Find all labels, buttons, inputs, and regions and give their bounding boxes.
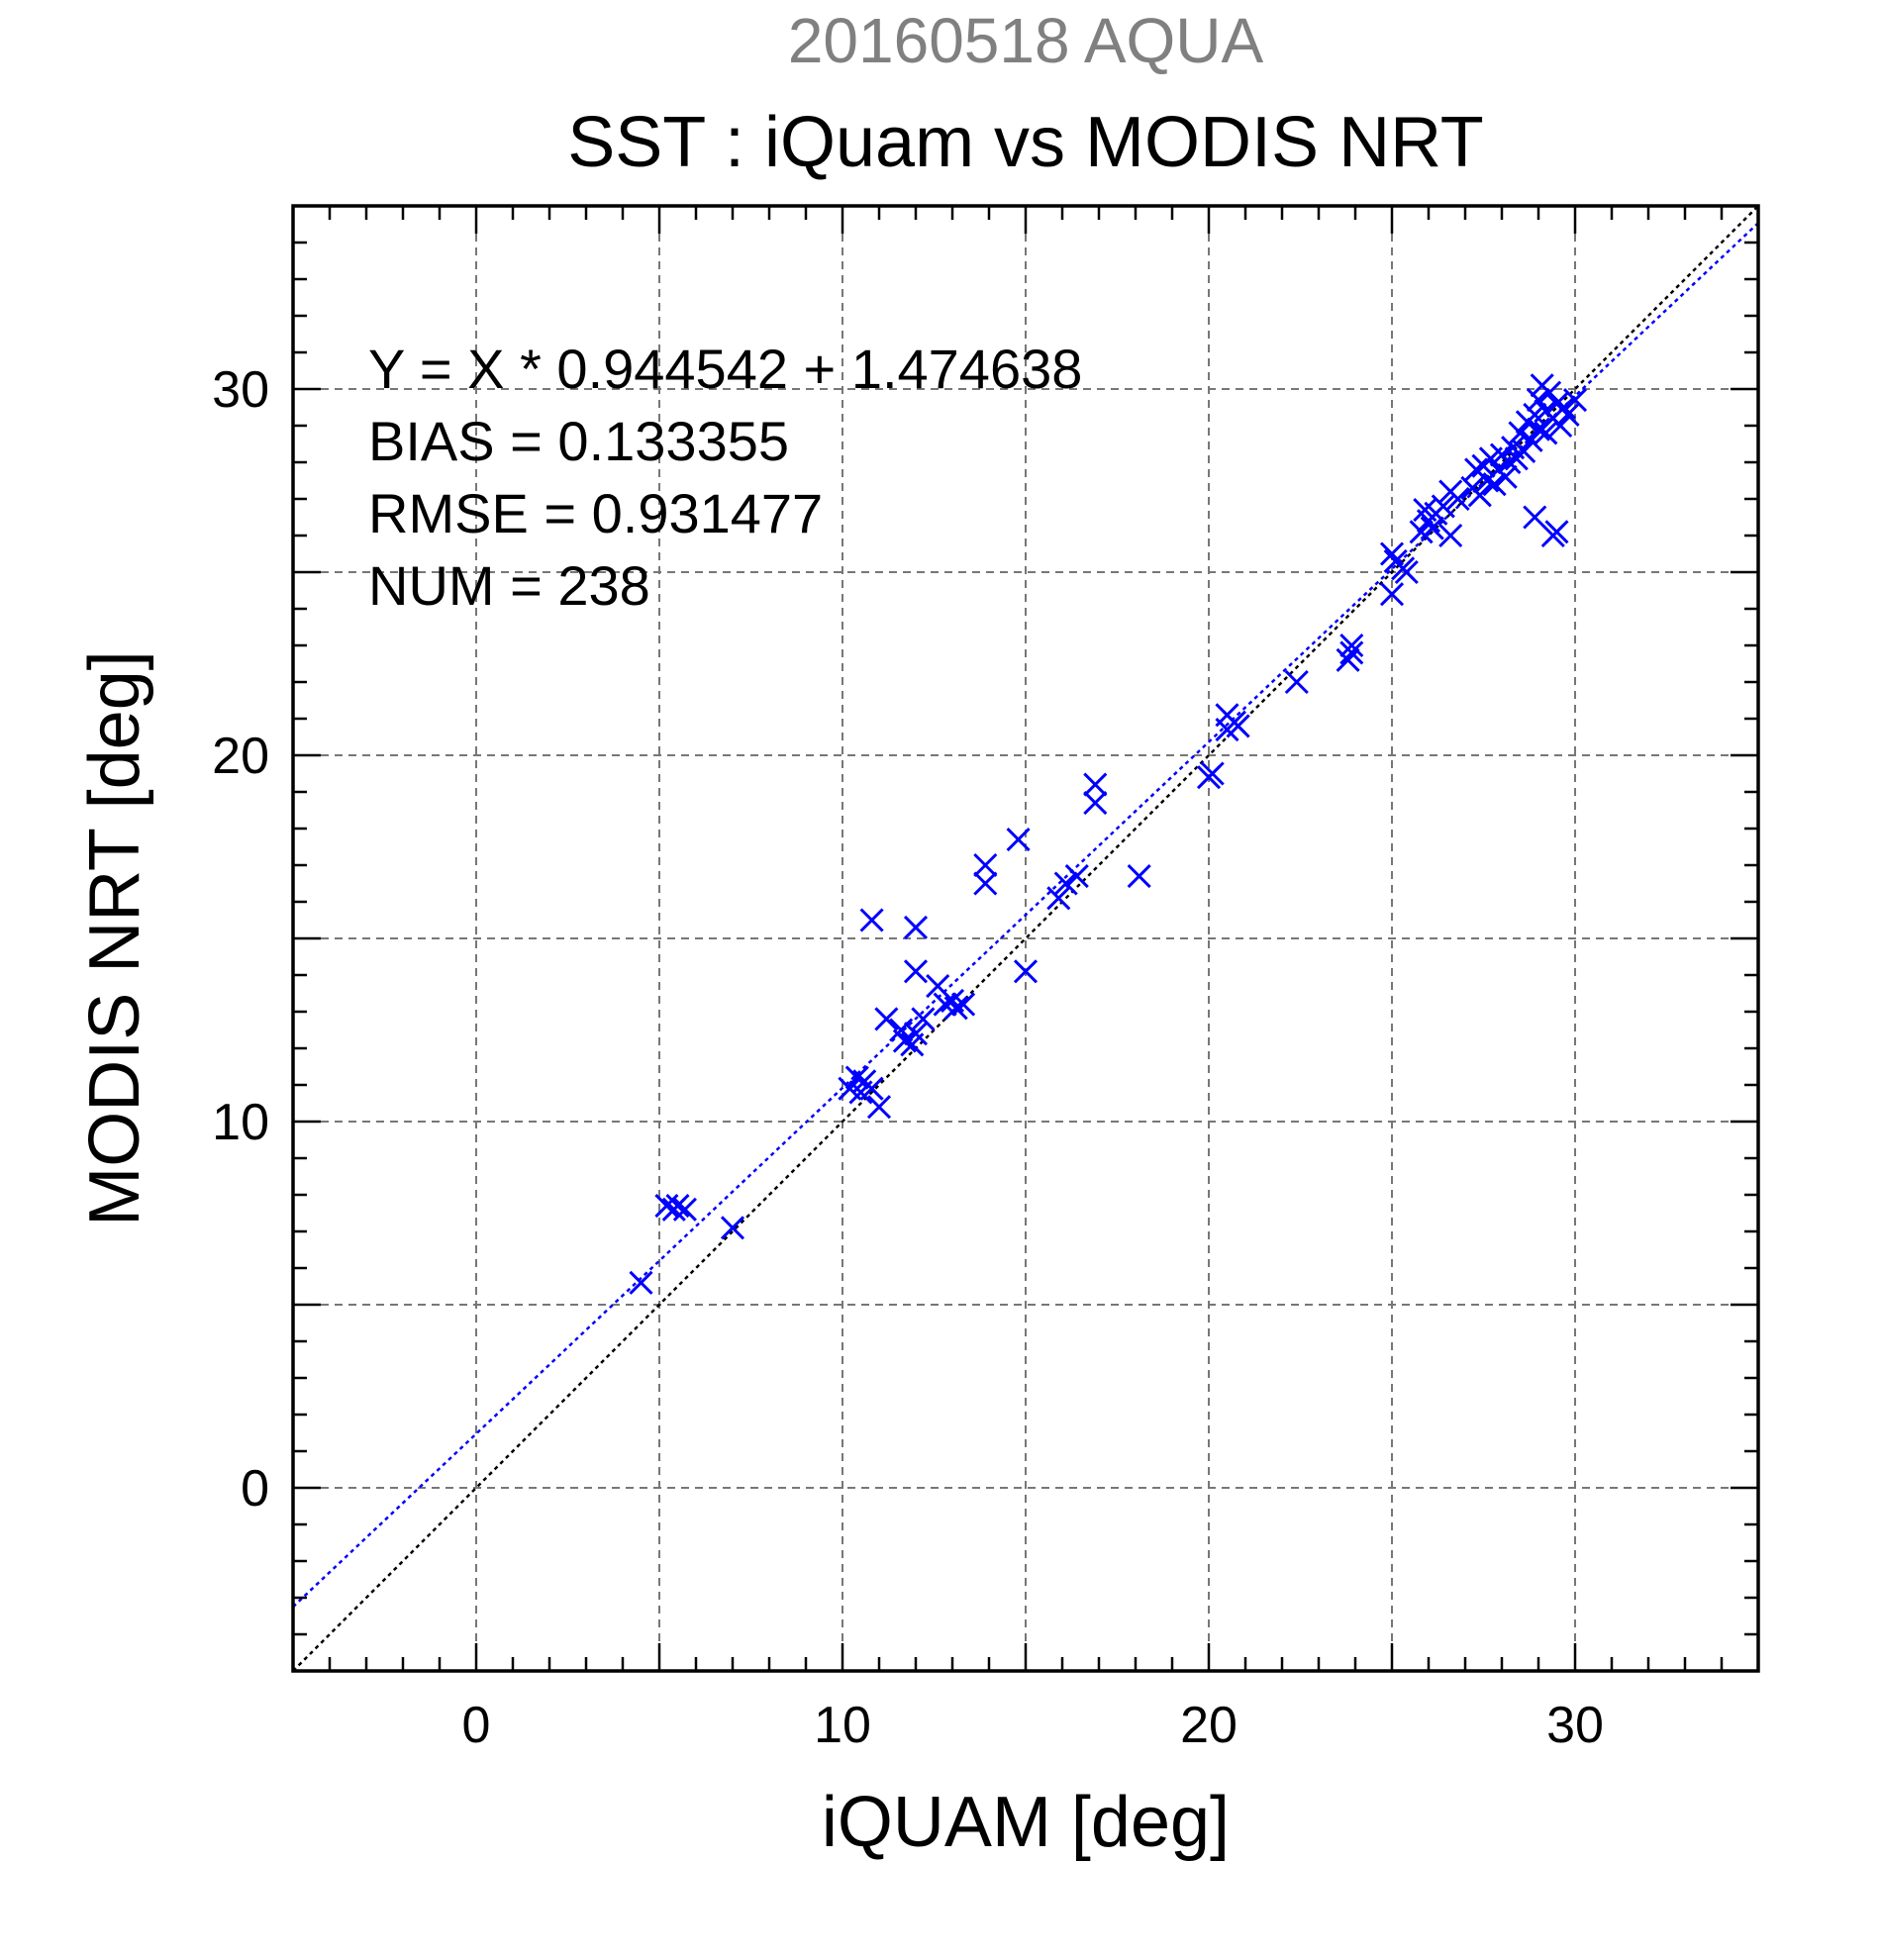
- data-point: [903, 1022, 929, 1046]
- chart-suptitle: 20160518 AQUA: [788, 5, 1264, 76]
- x-tick-label: 20: [1180, 1697, 1238, 1754]
- tick-labels: 0 0 10 10 20 20 30 30: [212, 361, 1604, 1754]
- data-point: [1508, 421, 1533, 445]
- data-point: [903, 959, 929, 984]
- x-tick-label: 10: [814, 1697, 871, 1754]
- stat-line: Y = X * 0.944542 + 1.474638: [368, 338, 1082, 400]
- data-point: [1200, 761, 1225, 786]
- data-point: [1555, 402, 1580, 427]
- data-point: [951, 992, 976, 1017]
- data-point: [973, 852, 998, 878]
- data-point: [1548, 413, 1573, 439]
- data-point: [1445, 486, 1470, 512]
- data-point: [903, 915, 929, 939]
- data-point: [1046, 886, 1071, 911]
- data-point: [665, 1194, 690, 1219]
- y-tick-label: 20: [212, 728, 269, 785]
- chart-title: SST : iQuam vs MODIS NRT: [567, 103, 1484, 182]
- data-point: [1526, 388, 1551, 413]
- data-point: [720, 1216, 745, 1240]
- data-point: [1013, 959, 1039, 984]
- data-point: [1534, 421, 1558, 445]
- data-point: [874, 1007, 899, 1031]
- y-tick-label: 30: [212, 361, 269, 419]
- data-point: [1394, 559, 1419, 585]
- data-point: [1127, 864, 1151, 889]
- data-point: [943, 996, 968, 1021]
- data-points: [629, 373, 1588, 1295]
- data-point: [1512, 439, 1536, 463]
- data-point: [1420, 516, 1444, 540]
- data-point: [973, 871, 998, 896]
- data-point: [1431, 494, 1455, 519]
- data-point: [1226, 714, 1250, 738]
- data-point: [1493, 464, 1518, 489]
- fit-line: [293, 222, 1758, 1609]
- data-point: [1523, 505, 1547, 530]
- data-point: [1467, 483, 1492, 508]
- data-point: [1540, 523, 1565, 548]
- data-point: [1379, 582, 1405, 607]
- data-point: [892, 1029, 917, 1053]
- data-point: [654, 1194, 679, 1219]
- data-point: [911, 1007, 936, 1031]
- data-point: [1562, 388, 1588, 413]
- data-point: [1336, 647, 1360, 672]
- data-point: [844, 1065, 869, 1090]
- data-point: [1339, 633, 1364, 658]
- data-point: [1339, 640, 1364, 665]
- data-point: [1379, 541, 1405, 566]
- grid: [293, 206, 1758, 1671]
- data-point: [1064, 864, 1089, 889]
- data-point: [1083, 791, 1108, 816]
- x-axis-label: iQUAM [deg]: [822, 1783, 1230, 1862]
- y-tick-label: 10: [212, 1094, 269, 1151]
- data-point: [1438, 523, 1463, 548]
- data-point: [1482, 472, 1507, 497]
- data-point: [866, 1095, 892, 1120]
- stat-line: BIAS = 0.133355: [368, 410, 789, 472]
- data-point: [1551, 395, 1576, 420]
- data-point: [859, 1076, 884, 1101]
- data-point: [1519, 428, 1543, 452]
- stats-annotation: Y = X * 0.944542 + 1.474638 BIAS = 0.1333…: [368, 338, 1082, 617]
- data-point: [672, 1197, 697, 1222]
- data-point: [859, 908, 884, 932]
- data-point: [1006, 828, 1031, 852]
- x-tick-label: 30: [1546, 1697, 1604, 1754]
- y-axis-label: MODIS NRT [deg]: [75, 650, 154, 1226]
- data-point: [1083, 772, 1108, 797]
- data-point: [1526, 417, 1551, 441]
- stat-line: RMSE = 0.931477: [368, 482, 823, 544]
- data-point: [1053, 871, 1078, 896]
- data-point: [1284, 669, 1309, 695]
- data-point: [1497, 449, 1522, 475]
- stat-line: NUM = 238: [368, 554, 650, 617]
- axis-ticks: [293, 206, 1758, 1671]
- x-tick-label: 0: [462, 1697, 491, 1754]
- y-tick-label: 0: [241, 1460, 269, 1518]
- data-point: [629, 1270, 653, 1295]
